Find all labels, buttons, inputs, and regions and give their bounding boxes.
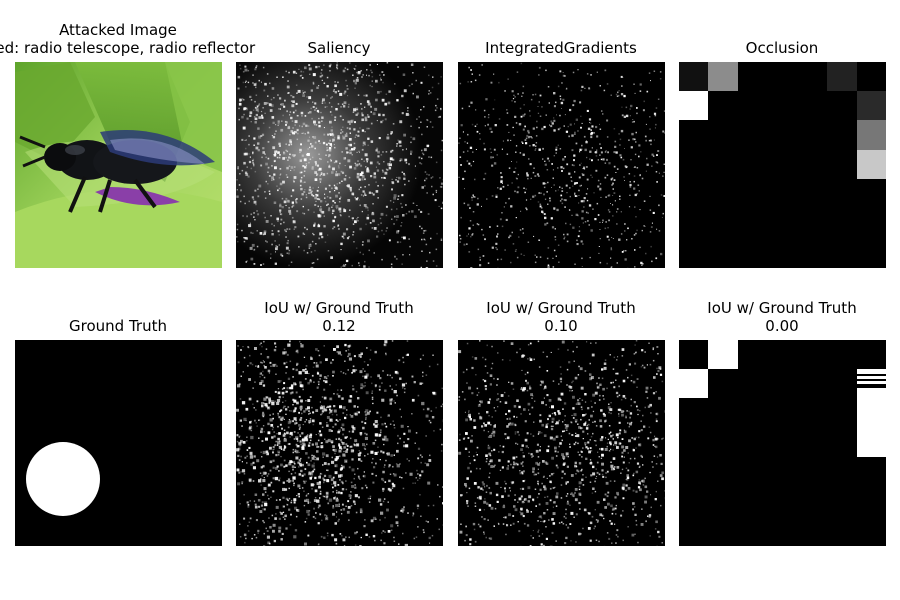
attacked-image-panel (15, 62, 222, 268)
saliency-binary-speckle (236, 340, 443, 546)
saliency-speckle (236, 62, 443, 268)
occlusion-binary-panel (679, 340, 886, 546)
ground-truth-mask (15, 340, 222, 546)
attacked-image-title-line-2: Pred: radio telescope, radio reflector (0, 39, 256, 57)
integrated-gradients-speckle (458, 62, 665, 268)
integrated-gradients-binary-mask (458, 340, 665, 546)
saliency-binary-panel (236, 340, 443, 546)
iou-occlusion-score: 0.00 (765, 317, 799, 335)
ground-truth-title-line-1: Ground Truth (69, 317, 167, 335)
iou-saliency-score: 0.12 (322, 317, 356, 335)
iou-occlusion-title-line-1: IoU w/ Ground Truth (707, 299, 857, 317)
occlusion-panel (679, 62, 886, 268)
saliency-title: Saliency (308, 39, 371, 57)
integrated-gradients-heatmap (458, 62, 665, 268)
integrated-gradients-title-line-1: IntegratedGradients (485, 39, 637, 57)
attacked-image-photo (15, 62, 222, 268)
occlusion-title-line-1: Occlusion (745, 39, 819, 57)
integrated-gradients-title: IntegratedGradients (485, 39, 637, 57)
iou-saliency-title-line-1: IoU w/ Ground Truth (264, 299, 414, 317)
integrated-gradients-binary-speckle (458, 340, 665, 546)
ground-truth-title: Ground Truth (69, 317, 167, 335)
iou-integrated-gradients-title-line-1: IoU w/ Ground Truth (486, 299, 636, 317)
ground-truth-region (26, 442, 100, 516)
iou-integrated-gradients-title: IoU w/ Ground Truth 0.10 (486, 299, 635, 335)
ground-truth-panel (15, 340, 222, 546)
attacked-image-title-line-1: Attacked Image (59, 21, 177, 39)
saliency-map-panel (236, 62, 443, 268)
occlusion-binary-mask (679, 340, 886, 546)
iou-saliency-title: IoU w/ Ground Truth 0.12 (264, 299, 413, 335)
integrated-gradients-binary-panel (458, 340, 665, 546)
saliency-heatmap (236, 62, 443, 268)
occlusion-map (679, 62, 886, 268)
bee-shape (19, 130, 215, 213)
integrated-gradients-panel (458, 62, 665, 268)
iou-occlusion-title: IoU w/ Ground Truth 0.00 (707, 299, 856, 335)
saliency-binary-mask (236, 340, 443, 546)
saliency-title-line-1: Saliency (307, 39, 371, 57)
attacked-image-title: Attacked Image Pred: radio telescope, ra… (0, 21, 255, 57)
iou-integrated-gradients-score: 0.10 (544, 317, 578, 335)
occlusion-title: Occlusion (746, 39, 819, 57)
